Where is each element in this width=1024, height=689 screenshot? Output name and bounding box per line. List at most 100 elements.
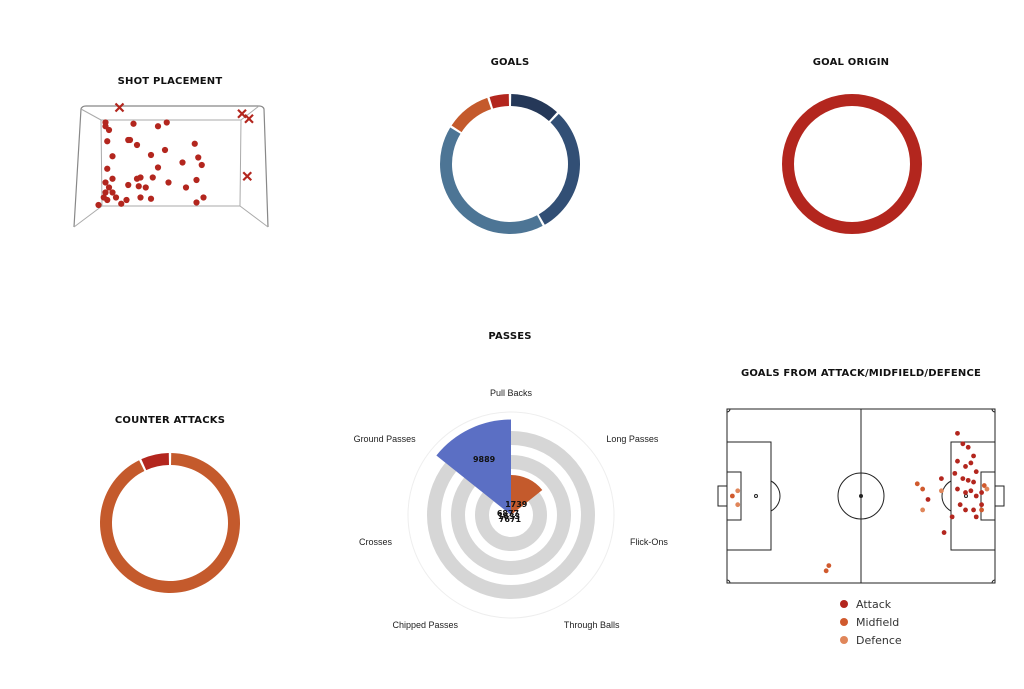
shot-point-29 bbox=[135, 183, 142, 190]
goals-title: GOALS bbox=[490, 57, 530, 68]
shot-miss-0 bbox=[114, 102, 125, 113]
defence-goal-3 bbox=[920, 507, 926, 513]
attack-goal-4 bbox=[955, 458, 960, 464]
shot-point-28 bbox=[125, 181, 132, 189]
shot-miss-1 bbox=[237, 108, 247, 119]
passes-slice-0 bbox=[511, 474, 543, 515]
shot-point-27 bbox=[182, 184, 190, 191]
passes-label-4: Chipped Passes bbox=[393, 620, 459, 630]
midfield-goal-3 bbox=[920, 486, 926, 492]
midfield-goal-2 bbox=[914, 481, 920, 487]
attack-goal-15 bbox=[973, 493, 979, 499]
defence-goal-2 bbox=[939, 488, 944, 494]
defence-goal-0 bbox=[735, 488, 741, 494]
attack-goal-8 bbox=[952, 470, 958, 476]
goal-origin-title: GOAL ORIGIN bbox=[812, 57, 890, 68]
shot-point-13 bbox=[109, 153, 116, 160]
defence-swatch bbox=[840, 636, 848, 644]
shot-point-8 bbox=[126, 136, 134, 144]
passes-center-value-0: 6877 bbox=[497, 509, 519, 518]
shot-point-37 bbox=[137, 194, 144, 201]
passes-outer-circle bbox=[407, 411, 615, 619]
goals-slices bbox=[440, 94, 581, 234]
legend-label-midfield: Midfield bbox=[856, 615, 900, 629]
attack-goal-22 bbox=[949, 514, 955, 520]
shot-point-2 bbox=[105, 126, 113, 134]
shot-miss-2 bbox=[244, 113, 254, 124]
shot-marks bbox=[95, 102, 254, 209]
passes-label-5: Crosses bbox=[359, 537, 393, 547]
midfield-goal-1 bbox=[979, 507, 984, 513]
defence-goal-1 bbox=[735, 502, 741, 508]
goal-frame bbox=[73, 105, 269, 228]
passes-slices bbox=[436, 419, 543, 515]
shot-point-35 bbox=[112, 194, 120, 201]
shot-point-20 bbox=[102, 179, 109, 186]
pitch-legend: Attack Midfield Defence bbox=[840, 595, 902, 649]
counter-attacks-slices bbox=[100, 453, 241, 593]
passes-label-0: Pull Backs bbox=[490, 388, 533, 398]
attack-goal-16 bbox=[979, 490, 984, 495]
attack-goal-20 bbox=[979, 502, 984, 508]
legend-item-attack: Attack bbox=[840, 595, 902, 613]
shot-point-40 bbox=[193, 199, 200, 206]
attack-goal-24 bbox=[925, 497, 931, 502]
shot-point-42 bbox=[118, 200, 125, 207]
shot-point-23 bbox=[137, 174, 144, 181]
attack-goal-6 bbox=[968, 460, 974, 466]
goals-slice-3 bbox=[451, 97, 492, 133]
counter-attacks-slice-1 bbox=[141, 453, 169, 471]
goals-slice-0 bbox=[511, 94, 558, 122]
midfield-goal-0 bbox=[981, 483, 987, 488]
shot-point-17 bbox=[198, 161, 205, 169]
attack-goal-21 bbox=[973, 514, 979, 520]
attack-goal-7 bbox=[973, 469, 979, 475]
shot-point-32 bbox=[109, 189, 116, 196]
attack-goal-18 bbox=[963, 507, 968, 513]
passes-value-6: 9889 bbox=[473, 455, 496, 464]
shot-point-38 bbox=[147, 195, 155, 202]
pitch-lines bbox=[717, 408, 1005, 584]
passes-label-1: Long Passes bbox=[606, 434, 659, 444]
shot-point-25 bbox=[165, 179, 172, 186]
legend-label-attack: Attack bbox=[856, 597, 892, 611]
attack-goal-19 bbox=[971, 507, 976, 513]
passes-center-value-2: 7671 bbox=[499, 515, 522, 524]
goal-origin-slice-0 bbox=[782, 94, 922, 234]
passes-center-value-1: 1633 bbox=[498, 512, 520, 521]
pitch-goal-dots bbox=[729, 430, 990, 574]
shot-point-16 bbox=[195, 154, 202, 161]
shot-placement-title: SHOT PLACEMENT bbox=[117, 76, 223, 87]
passes-label-6: Ground Passes bbox=[354, 434, 417, 444]
shot-point-26 bbox=[193, 176, 200, 184]
attack-goal-12 bbox=[955, 486, 960, 492]
shot-point-6 bbox=[104, 138, 111, 145]
attack-swatch bbox=[840, 600, 848, 608]
shot-point-15 bbox=[179, 159, 186, 166]
passes-slice-6 bbox=[436, 419, 511, 515]
legend-item-midfield: Midfield bbox=[840, 613, 902, 631]
goals-slice-1 bbox=[538, 113, 581, 225]
shot-point-30 bbox=[142, 184, 149, 191]
midfield-goal-6 bbox=[823, 568, 829, 574]
attack-goal-5 bbox=[963, 464, 968, 469]
attack-goal-17 bbox=[957, 502, 963, 508]
shot-point-4 bbox=[154, 123, 162, 130]
shot-point-11 bbox=[161, 146, 169, 154]
shot-point-12 bbox=[147, 151, 155, 159]
shot-point-31 bbox=[102, 189, 109, 196]
passes-label-2: Flick-Ons bbox=[630, 537, 668, 547]
goals-slice-4 bbox=[489, 94, 509, 109]
attack-goal-13 bbox=[963, 490, 968, 495]
midfield-swatch bbox=[840, 618, 848, 626]
shot-point-39 bbox=[200, 194, 207, 201]
passes-label-3: Through Balls bbox=[564, 620, 620, 630]
shot-point-24 bbox=[149, 174, 156, 181]
goal-origin-slices bbox=[782, 94, 922, 234]
shot-point-9 bbox=[133, 141, 141, 149]
